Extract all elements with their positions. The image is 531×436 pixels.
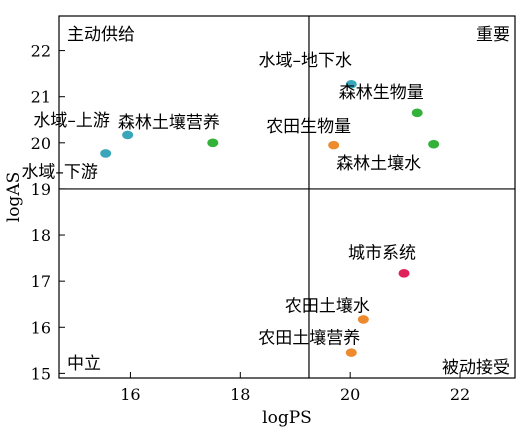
x-tick-label: 22 bbox=[450, 385, 470, 404]
quadrant-label-top-right: 重要 bbox=[476, 25, 510, 45]
point-label: 水域–上游 bbox=[33, 111, 110, 131]
data-point bbox=[100, 149, 112, 158]
quadrant-label-bottom-right: 被动接受 bbox=[442, 358, 510, 378]
point-label: 水域–地下水 bbox=[259, 51, 353, 71]
x-tick-label: 16 bbox=[120, 385, 140, 404]
x-tick-label: 18 bbox=[230, 385, 250, 404]
point-label: 森林生物量 bbox=[339, 83, 424, 103]
y-tick-label: 20 bbox=[31, 134, 51, 153]
data-point bbox=[411, 108, 423, 118]
point-label: 农田土壤水 bbox=[285, 295, 370, 316]
data-point bbox=[328, 140, 340, 150]
data-point bbox=[122, 130, 134, 140]
point-label: 森林土壤营养 bbox=[118, 112, 220, 133]
data-point bbox=[398, 269, 410, 278]
y-tick-label: 19 bbox=[31, 180, 51, 199]
x-tick-label: 20 bbox=[340, 385, 360, 404]
y-axis-title: logAS bbox=[4, 172, 24, 222]
data-point bbox=[207, 138, 219, 148]
y-tick-label: 22 bbox=[31, 42, 51, 61]
data-point bbox=[345, 79, 357, 89]
data-point bbox=[345, 348, 357, 357]
point-label: 水域–下游 bbox=[21, 162, 98, 182]
y-tick-label: 17 bbox=[31, 272, 51, 291]
quadrant-label-bottom-left: 中立 bbox=[67, 354, 101, 374]
point-label: 城市系统 bbox=[348, 243, 416, 263]
data-point bbox=[357, 315, 369, 324]
y-tick-label: 15 bbox=[31, 364, 51, 383]
data-point bbox=[428, 139, 440, 149]
plot-frame bbox=[58, 15, 516, 379]
y-tick-label: 18 bbox=[31, 226, 51, 245]
point-label: 农田土壤营养 bbox=[258, 328, 360, 349]
point-label: 农田生物量 bbox=[266, 117, 351, 137]
y-tick-label: 16 bbox=[31, 318, 51, 337]
y-tick-label: 21 bbox=[31, 88, 51, 107]
quadrant-label-top-left: 主动供给 bbox=[67, 25, 135, 45]
point-label: 森林土壤水 bbox=[336, 153, 421, 174]
x-axis-title: logPS bbox=[262, 408, 312, 428]
